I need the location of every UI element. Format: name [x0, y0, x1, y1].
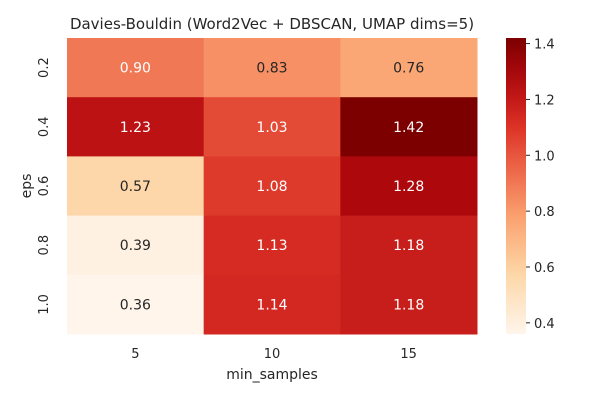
- cell-value-label: 1.03: [256, 120, 287, 136]
- y-tick-label: 1.0: [37, 294, 52, 315]
- heatmap-cell: [203, 274, 341, 335]
- heatmap-cell: [203, 215, 341, 276]
- y-tick-label: 0.2: [37, 57, 52, 78]
- heatmap-cell: [340, 274, 478, 335]
- x-tick-label: 15: [400, 347, 417, 362]
- x-tick-label: 5: [131, 347, 139, 362]
- cell-value-label: 1.28: [393, 179, 424, 195]
- cell-value-label: 0.76: [393, 61, 424, 77]
- colorbar-tick-label: 0.8: [534, 205, 555, 220]
- heatmap-cell: [67, 215, 205, 276]
- heatmap-cell: [340, 97, 478, 157]
- cell-value-label: 1.23: [120, 120, 151, 136]
- colorbar-tick-label: 1.2: [534, 93, 555, 108]
- y-tick-labels: 0.2 0.4 0.6 0.8 1.0: [37, 57, 52, 314]
- colorbar-tick-label: 0.6: [534, 261, 555, 276]
- y-tick-label: 0.6: [37, 176, 52, 197]
- heatmap-cell: [340, 38, 478, 98]
- x-tick-labels: 5 10 15: [131, 347, 417, 362]
- colorbar: 0.4 0.6 0.8 1.0 1.2 1.4: [506, 38, 555, 334]
- heatmap-cell: [340, 215, 478, 276]
- cell-value-label: 1.08: [256, 179, 287, 195]
- heatmap-cell: [67, 156, 205, 217]
- heatmap-cells: [67, 38, 478, 335]
- cell-value-label: 1.18: [393, 238, 424, 254]
- colorbar-tick-label: 1.0: [534, 149, 555, 164]
- chart-title: Davies-Bouldin (Word2Vec + DBSCAN, UMAP …: [70, 15, 474, 33]
- heatmap-cell: [67, 274, 205, 335]
- cell-value-label: 1.14: [256, 297, 287, 313]
- colorbar-tick-label: 1.4: [534, 38, 555, 53]
- cell-value-label: 1.13: [256, 238, 287, 254]
- cell-value-label: 0.90: [120, 61, 151, 77]
- y-tick-label: 0.8: [37, 235, 52, 256]
- colorbar-tick-label: 0.4: [534, 317, 555, 332]
- cell-value-label: 1.42: [393, 120, 424, 136]
- heatmap-cell: [203, 156, 341, 217]
- cell-value-label: 0.57: [120, 179, 151, 195]
- cell-labels: 0.90 0.83 0.76 1.23 1.03 1.42 0.57 1.08 1.28 0.39…: [120, 61, 425, 314]
- cell-value-label: 0.36: [120, 297, 151, 313]
- heatmap-cell: [203, 38, 341, 98]
- heatmap-cell: [203, 97, 341, 157]
- heatmap-cell: [340, 156, 478, 217]
- x-tick-label: 10: [264, 347, 281, 362]
- x-axis-label: min_samples: [226, 367, 318, 383]
- cell-value-label: 1.18: [393, 297, 424, 313]
- y-axis-label: eps: [19, 174, 35, 199]
- colorbar-gradient: [506, 38, 526, 334]
- y-tick-label: 0.4: [37, 116, 52, 137]
- heatmap-cell: [67, 38, 205, 98]
- cell-value-label: 0.83: [256, 61, 287, 77]
- heatmap-cell: [67, 97, 205, 157]
- cell-value-label: 0.39: [120, 238, 151, 254]
